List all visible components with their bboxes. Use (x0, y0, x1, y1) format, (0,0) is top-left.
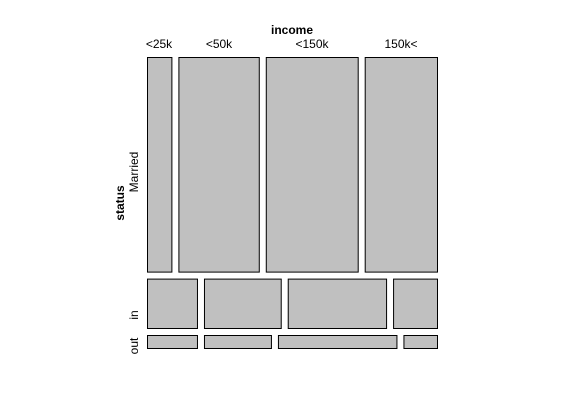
tile-in-lt50k (203, 278, 282, 330)
income-tick-lt150k: <150k (295, 37, 329, 51)
tile-married-lt25k (147, 57, 173, 273)
status-tick-in: in (127, 310, 141, 319)
tile-out-150klt (403, 335, 438, 349)
tile-in-150klt (393, 278, 439, 330)
tile-married-150klt (364, 57, 439, 273)
tile-married-lt150k (265, 57, 359, 273)
mosaic-tiles (147, 57, 439, 349)
status-tick-out: out (127, 337, 141, 354)
income-axis-title: income (271, 23, 313, 37)
income-tick-gt150k: 150k< (384, 37, 417, 51)
tile-out-lt150k (277, 335, 398, 349)
income-tick-lt25k: <25k (146, 37, 173, 51)
tile-married-lt50k (178, 57, 260, 273)
tile-in-lt25k (147, 278, 198, 330)
income-tick-labels: <25k <50k <150k 150k< (146, 37, 418, 51)
tile-in-lt150k (287, 278, 388, 330)
tile-out-lt50k (203, 335, 272, 349)
status-axis-title: status (113, 185, 127, 221)
status-tick-married: Married (127, 152, 141, 193)
income-tick-lt50k: <50k (206, 37, 233, 51)
tile-out-lt25k (147, 335, 198, 349)
status-tick-labels: Married in out (127, 152, 141, 355)
